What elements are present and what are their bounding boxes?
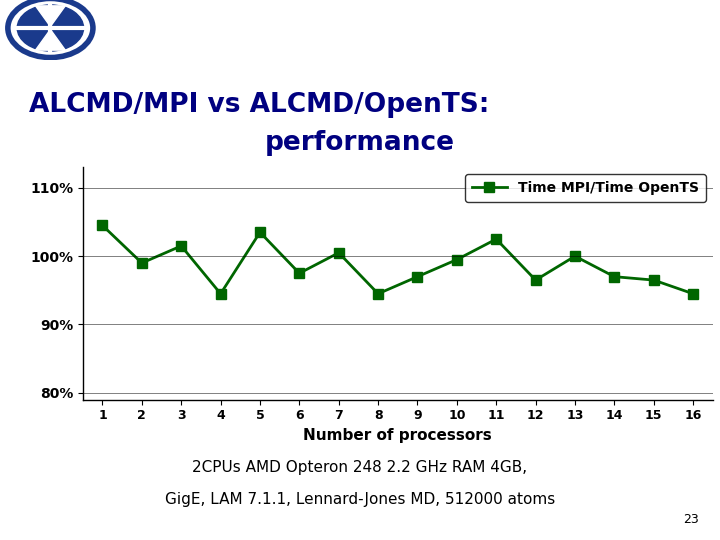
- Time MPI/Time OpenTS: [374, 291, 382, 297]
- Text: ALCMD/MPI vs ALCMD/OpenTS:: ALCMD/MPI vs ALCMD/OpenTS:: [29, 92, 489, 118]
- Time MPI/Time OpenTS: [453, 256, 462, 263]
- Polygon shape: [35, 6, 66, 26]
- Time MPI/Time OpenTS: [689, 291, 698, 297]
- Time MPI/Time OpenTS: [649, 277, 658, 284]
- Time MPI/Time OpenTS: [295, 270, 304, 276]
- Time MPI/Time OpenTS: [256, 229, 264, 235]
- Time MPI/Time OpenTS: [610, 273, 618, 280]
- Time MPI/Time OpenTS: [413, 273, 422, 280]
- Text: 2CPUs AMD Opteron 248 2.2 GHz RAM 4GB,: 2CPUs AMD Opteron 248 2.2 GHz RAM 4GB,: [192, 460, 528, 475]
- Time MPI/Time OpenTS: [571, 253, 580, 259]
- Text: performance: performance: [265, 130, 455, 156]
- Text: 23: 23: [683, 513, 699, 526]
- Circle shape: [8, 0, 93, 58]
- Time MPI/Time OpenTS: [531, 277, 540, 284]
- Polygon shape: [42, 5, 58, 12]
- Time MPI/Time OpenTS: [138, 260, 146, 266]
- Legend: Time MPI/Time OpenTS: Time MPI/Time OpenTS: [465, 174, 706, 202]
- Circle shape: [17, 5, 84, 51]
- Time MPI/Time OpenTS: [492, 236, 500, 242]
- Time MPI/Time OpenTS: [334, 249, 343, 256]
- Time MPI/Time OpenTS: [98, 222, 107, 229]
- Time MPI/Time OpenTS: [177, 242, 186, 249]
- Text: Open TS: an advanced tool for parallel and distributed computing.: Open TS: an advanced tool for parallel a…: [112, 22, 611, 36]
- Time MPI/Time OpenTS: [216, 291, 225, 297]
- X-axis label: Number of processors: Number of processors: [303, 428, 492, 443]
- Polygon shape: [35, 30, 66, 50]
- Line: Time MPI/Time OpenTS: Time MPI/Time OpenTS: [98, 220, 698, 299]
- Text: GigE, LAM 7.1.1, Lennard-Jones MD, 512000 atoms: GigE, LAM 7.1.1, Lennard-Jones MD, 51200…: [165, 492, 555, 507]
